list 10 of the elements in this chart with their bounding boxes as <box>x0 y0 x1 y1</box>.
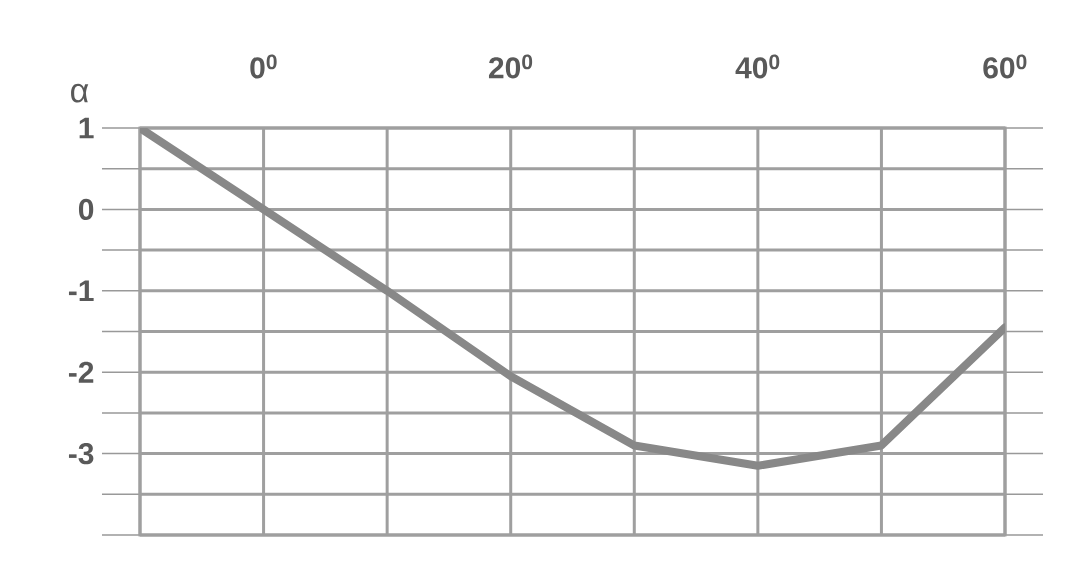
y-tick-label: 1 <box>79 117 94 139</box>
x-tick-label: 60$^{0}$ <box>983 54 1027 79</box>
x-tick-label: 20$^{0}$ <box>488 54 533 79</box>
x-tick-label: 40$^{0}$ <box>735 54 780 79</box>
y-tick-label: -1 <box>68 280 94 302</box>
y-tick-label: -3 <box>68 442 94 465</box>
y-tick-label: -2 <box>68 361 94 383</box>
x-axis-title: α <box>71 83 89 103</box>
x-tick-label: 0$^{0}$ <box>250 54 277 79</box>
y-tick-label: 0 <box>78 198 94 221</box>
